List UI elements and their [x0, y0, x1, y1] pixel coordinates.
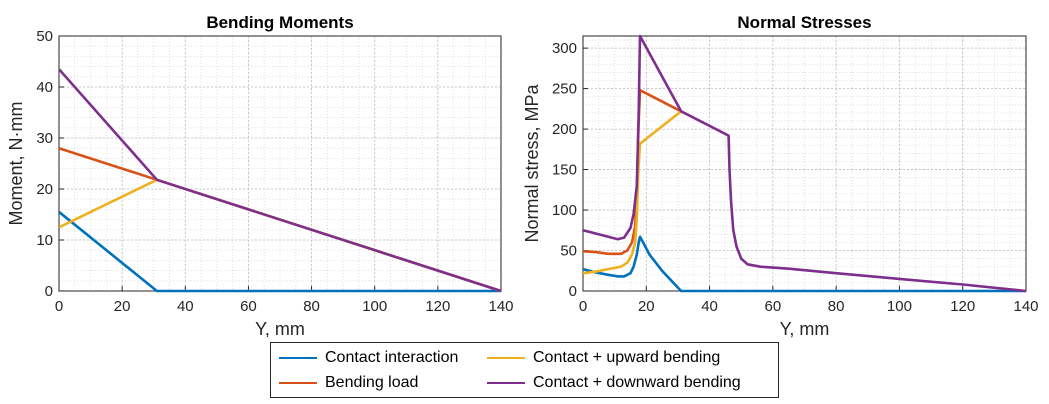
chart2-x-tick-label: 60: [765, 298, 782, 315]
chart2-title: Normal Stresses: [737, 13, 871, 32]
legend-box: Contact interaction Contact + upward ben…: [270, 342, 779, 398]
chart2-x-tick-label: 0: [579, 298, 587, 315]
legend-item-upward-bending: Contact + upward bending: [487, 349, 720, 367]
legend-label-bending-load: Bending load: [325, 374, 419, 391]
legend-swatch-downward-bending: [487, 382, 525, 384]
chart2-series-contact-downward-bending: [583, 34, 1026, 293]
chart2-y-tick-label: 200: [552, 121, 577, 138]
chart1-x-tick-label: 60: [240, 298, 257, 315]
chart2-x-tick-label: 100: [887, 298, 912, 315]
chart1-x-tick-label: 100: [362, 298, 387, 315]
chart2-y-tick-label: 0: [569, 283, 577, 300]
chart2-x-tick-label: 120: [950, 298, 975, 315]
chart1-y-tick-label: 10: [36, 232, 53, 249]
legend-swatch-upward-bending: [487, 357, 525, 359]
chart1-x-tick-label: 40: [177, 298, 194, 315]
chart2-series-contact-upward-bending: [583, 110, 682, 275]
chart1-x-tick-label: 120: [425, 298, 450, 315]
chart2-x-tick-label: 40: [701, 298, 718, 315]
chart1-series-contact-interaction: [59, 210, 501, 293]
legend-swatch-contact-interaction: [279, 357, 317, 359]
chart1-y-axis-label: Moment, N·mm: [6, 101, 26, 225]
chart2-group: 0 20 40 60 80 100 120 140 0 50 100 150 200 250 300 Norm…: [522, 13, 1039, 339]
chart1-group: 0 20 40 60 80 100 120 140 0 10 20 30 40 50 Bending Mom…: [6, 13, 514, 339]
chart2-y-tick-label: 100: [552, 202, 577, 219]
chart2-y-tick-label: 300: [552, 40, 577, 57]
chart2-x-tick-label: 140: [1013, 298, 1038, 315]
chart2-y-tick-label: 250: [552, 81, 577, 98]
chart1-y-tick-label: 20: [36, 181, 53, 198]
chart2-x-axis-label: Y, mm: [780, 319, 830, 339]
chart2-y-tick-label: 150: [552, 162, 577, 179]
chart1-x-tick-label: 80: [303, 298, 320, 315]
legend-label-upward-bending: Contact + upward bending: [533, 349, 721, 366]
chart2-y-tick-label: 50: [560, 243, 577, 260]
chart1-y-tick-label: 0: [45, 283, 53, 300]
chart2-y-axis-label: Normal stress, MPa: [522, 83, 542, 242]
chart1-x-tick-label: 20: [114, 298, 131, 315]
legend-label-contact-interaction: Contact interaction: [325, 349, 459, 366]
legend-item-bending-load: Bending load: [279, 374, 418, 392]
chart1-y-tick-label: 40: [36, 79, 53, 96]
legend-item-downward-bending: Contact + downward bending: [487, 374, 741, 392]
chart1-x-tick-label: 140: [488, 298, 513, 315]
chart1-x-tick-label: 0: [55, 298, 63, 315]
legend-item-contact-interaction: Contact interaction: [279, 349, 458, 367]
chart1-title: Bending Moments: [206, 13, 353, 32]
chart1-y-tick-label: 30: [36, 130, 53, 147]
chart2-x-tick-label: 20: [638, 298, 655, 315]
chart1-y-tick-label: 50: [36, 28, 53, 45]
chart2-x-tick-label: 80: [828, 298, 845, 315]
chart1-x-axis-label: Y, mm: [255, 319, 305, 339]
legend-label-downward-bending: Contact + downward bending: [533, 374, 741, 391]
chart2-series-contact-interaction: [583, 235, 1026, 293]
legend-swatch-bending-load: [279, 382, 317, 384]
chart1-series-contact-downward-bending: [59, 68, 501, 293]
